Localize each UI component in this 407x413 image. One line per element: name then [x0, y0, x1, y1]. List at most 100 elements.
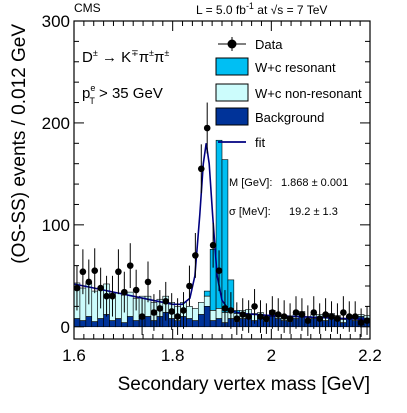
data-point — [121, 288, 128, 296]
data-point — [115, 268, 122, 276]
fit-curve — [73, 143, 371, 321]
x-tick-label: 2 — [267, 346, 276, 365]
x-axis-label: Secondary vertex mass [GeV] — [118, 374, 370, 395]
background-bar — [132, 320, 140, 328]
background-bar — [109, 320, 116, 328]
background-bar — [79, 320, 87, 328]
background-bar — [209, 320, 217, 328]
data-point — [85, 278, 93, 286]
nonresonant-bar — [192, 308, 199, 321]
mass-label: M [GeV]: — [229, 177, 272, 189]
background-bar — [121, 322, 128, 328]
background-bar — [85, 316, 93, 328]
legend-label: Background — [255, 110, 324, 125]
fit-curve-group — [73, 143, 371, 321]
legend: Data W+c resonant W+c non-resonant Backgrou… — [215, 37, 362, 150]
data-point — [109, 292, 116, 300]
background-bar — [73, 318, 81, 328]
resonant-bar — [203, 290, 211, 297]
data-point — [257, 313, 264, 320]
background-bar — [97, 318, 104, 328]
data-point — [310, 309, 318, 316]
mass-value: 1.868 ± 0.001 — [281, 177, 348, 189]
data-point — [345, 313, 353, 320]
pt-cut-label: pe T > 35 GeV — [82, 83, 163, 106]
background-bar — [115, 318, 122, 328]
background-bar — [144, 316, 152, 328]
data-point — [168, 308, 175, 315]
nonresonant-bar — [91, 290, 98, 322]
background-bar — [126, 316, 134, 328]
data-point — [221, 305, 229, 312]
background-bar — [186, 318, 193, 328]
data-point — [209, 241, 217, 249]
resonant-bar — [221, 159, 229, 313]
data-point — [144, 278, 152, 286]
data-point — [274, 311, 282, 318]
background-bar — [215, 318, 223, 328]
axis-ticks: 0 100 200 300 1.6 1.8 2 2.2 — [42, 12, 382, 365]
legend-swatch — [215, 83, 249, 102]
data-point — [103, 292, 110, 300]
data-point — [304, 317, 312, 324]
data-point — [245, 313, 252, 320]
experiment-label: CMS — [74, 1, 101, 15]
nonresonant-bar — [186, 306, 193, 319]
nonresonant-bar — [203, 295, 211, 307]
data-point — [298, 311, 306, 318]
decay-channel-label: D± → K∓π±π± — [82, 48, 169, 66]
data-point — [233, 315, 241, 322]
x-tick-label: 1.6 — [62, 346, 86, 365]
data-point — [340, 309, 347, 316]
data-point — [363, 317, 371, 324]
data-point — [328, 313, 335, 320]
sigma-label: σ [MeV]: — [229, 206, 271, 218]
data-point — [150, 309, 158, 316]
legend-label: W+c resonant — [255, 60, 336, 75]
legend-data-marker — [227, 39, 237, 49]
data-point — [269, 309, 276, 316]
data-point — [292, 309, 300, 316]
y-tick-label: 200 — [42, 114, 70, 133]
data-point — [97, 284, 104, 292]
data-point — [239, 311, 247, 318]
luminosity-label: L = 5.0 fb-1 at √s = 7 TeV — [196, 1, 327, 17]
y-axis-label: (OS-SS) events / 0.012 GeV — [9, 24, 30, 264]
nonresonant-bar — [215, 308, 223, 319]
data-point — [91, 267, 99, 275]
background-bar — [203, 306, 211, 328]
data-points-group — [73, 102, 371, 337]
data-point — [197, 165, 205, 173]
data-point — [280, 313, 288, 320]
data-point — [316, 315, 323, 322]
background-bar — [91, 321, 98, 328]
data-point — [79, 268, 87, 276]
data-point — [180, 307, 187, 314]
data-point — [138, 313, 146, 320]
y-tick-label: 300 — [42, 12, 70, 31]
data-point — [126, 262, 134, 269]
data-point — [263, 315, 270, 322]
nonresonant-bar — [198, 302, 205, 315]
background-bar — [198, 314, 205, 328]
data-point — [334, 315, 341, 322]
legend-label: fit — [255, 135, 266, 150]
data-point — [203, 124, 211, 132]
x-tick-label: 2.2 — [358, 346, 382, 365]
data-point — [251, 303, 258, 310]
nonresonant-bar — [209, 310, 217, 321]
data-point — [215, 267, 223, 275]
legend-label: Data — [255, 37, 283, 52]
data-point — [322, 311, 329, 318]
legend-label: W+c non-resonant — [255, 86, 362, 101]
nonresonant-bar — [115, 292, 122, 319]
y-tick-label: 0 — [61, 318, 70, 337]
y-tick-label: 100 — [42, 216, 70, 235]
data-point — [227, 307, 235, 314]
data-point — [192, 252, 199, 259]
data-point — [162, 297, 170, 305]
data-point — [174, 313, 181, 320]
legend-swatch — [215, 57, 249, 76]
data-point — [286, 315, 294, 322]
